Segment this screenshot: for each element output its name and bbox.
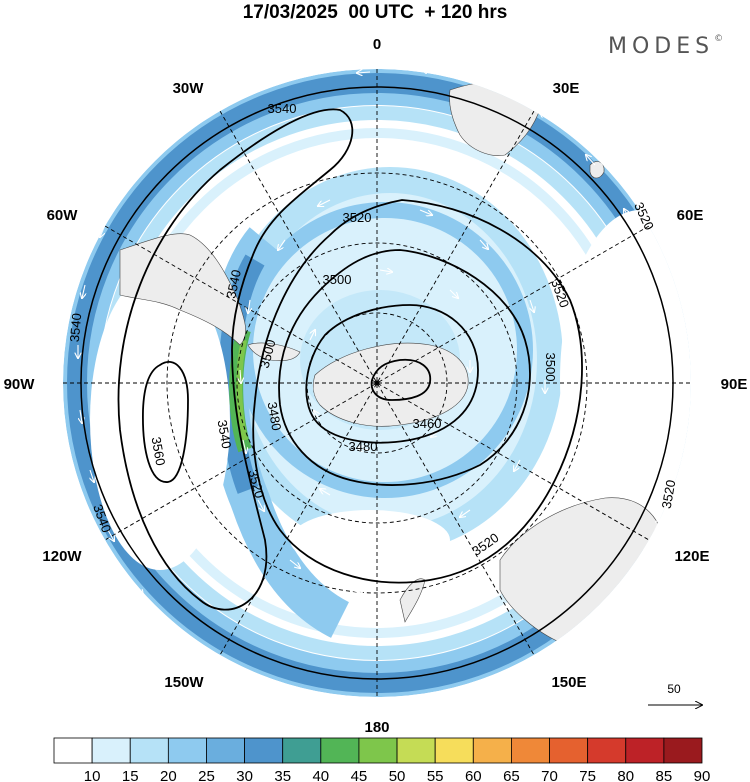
- wind-reference-vector: 50: [648, 682, 702, 705]
- colorbar-tick-label: 75: [579, 768, 596, 782]
- colorbar-tick-label: 35: [274, 768, 291, 782]
- contour-label: 3540: [223, 268, 244, 299]
- colorbar-tick-label: 45: [351, 768, 368, 782]
- colorbar-swatch: [129, 737, 169, 764]
- colorbar-swatch: [472, 737, 512, 764]
- lon-label-30w: 30W: [173, 80, 205, 97]
- antarctica: [312, 342, 469, 427]
- longitude-labels: 0 30E 60E 90E 120E 150E 180 150W 120W 90…: [4, 36, 748, 736]
- colorbar-swatch: [244, 737, 284, 764]
- colorbar-tick-label: 90: [694, 768, 711, 782]
- lon-label-120e: 120E: [674, 548, 709, 565]
- contour-label: 3520: [245, 468, 267, 500]
- copyright-mark: ©: [714, 34, 724, 44]
- wind-reference-label: 50: [667, 682, 681, 696]
- south-america: [119, 233, 246, 346]
- colorbar-tick-label: 85: [656, 768, 673, 782]
- colorbar-tick-label: 20: [160, 768, 177, 782]
- colorbar-swatch: [549, 737, 589, 764]
- contour-label: 3460: [413, 416, 442, 431]
- contour-label: 3500: [323, 272, 352, 287]
- lon-label-0: 0: [373, 36, 381, 53]
- colorbar-tick-label: 55: [427, 768, 444, 782]
- colorbar-swatch: [91, 737, 131, 764]
- lon-label-30e: 30E: [553, 80, 580, 97]
- colorbar-swatch: [358, 737, 398, 764]
- colorbar-tick-label: 25: [198, 768, 215, 782]
- contour-label: 3500: [257, 338, 279, 370]
- colorbar-tick-label: 40: [312, 768, 329, 782]
- contour-label: 3480: [265, 401, 285, 432]
- colorbar-swatch: [167, 737, 207, 764]
- colorbar-swatch: [396, 737, 436, 764]
- colorbar-swatch: [663, 737, 703, 764]
- colorbar-tick-label: 80: [617, 768, 634, 782]
- contour-label: 3540: [67, 313, 84, 343]
- colorbar: 10 15 20 25 30 35 40 45 50 55 60 65 70 75 80 85 90: [53, 737, 711, 782]
- colorbar-tick-label: 15: [122, 768, 139, 782]
- modes-logo: MODES©: [608, 34, 723, 59]
- colorbar-swatch: [511, 737, 550, 764]
- colorbar-tick-label: 30: [236, 768, 253, 782]
- colorbar-swatch: [320, 737, 360, 764]
- antarctic-peninsula: [247, 342, 301, 362]
- colorbar-swatch: [625, 737, 665, 764]
- colorbar-tick-label: 60: [465, 768, 482, 782]
- colorbar-swatch: [282, 737, 322, 764]
- lon-label-60w: 60W: [47, 207, 79, 224]
- madagascar: [589, 161, 605, 179]
- lon-label-150w: 150W: [164, 674, 204, 691]
- contour-label: 3480: [349, 439, 378, 454]
- map-title: 17/03/2025 00 UTC + 120 hrs: [242, 2, 508, 23]
- geopotential-contours: [80, 86, 674, 680]
- contour-label: 3520: [659, 479, 679, 510]
- colorbar-tick-label: 65: [503, 768, 520, 782]
- colorbar-swatch: [587, 737, 627, 764]
- lon-label-180: 180: [364, 719, 389, 736]
- lon-label-150e: 150E: [551, 674, 586, 691]
- colorbar-swatch: [434, 737, 474, 764]
- pole-marker: [374, 380, 380, 386]
- lon-label-90w: 90W: [4, 376, 36, 393]
- colorbar-swatch: [53, 737, 93, 764]
- lon-label-90e: 90E: [721, 376, 748, 393]
- contour-label: 3540: [215, 419, 235, 450]
- contour-label: 3500: [543, 353, 558, 382]
- brand-text: MODES: [608, 34, 715, 59]
- contour-label: 3560: [149, 436, 169, 467]
- lon-label-60e: 60E: [677, 207, 704, 224]
- colorbar-swatch: [206, 737, 245, 764]
- contour-label: 3520: [343, 210, 372, 225]
- lon-label-120w: 120W: [42, 548, 82, 565]
- colorbar-tick-label: 50: [389, 768, 406, 782]
- contour-label: 3540: [268, 101, 297, 116]
- colorbar-tick-label: 10: [84, 768, 101, 782]
- land-masses: [119, 80, 666, 646]
- colorbar-tick-label: 70: [541, 768, 558, 782]
